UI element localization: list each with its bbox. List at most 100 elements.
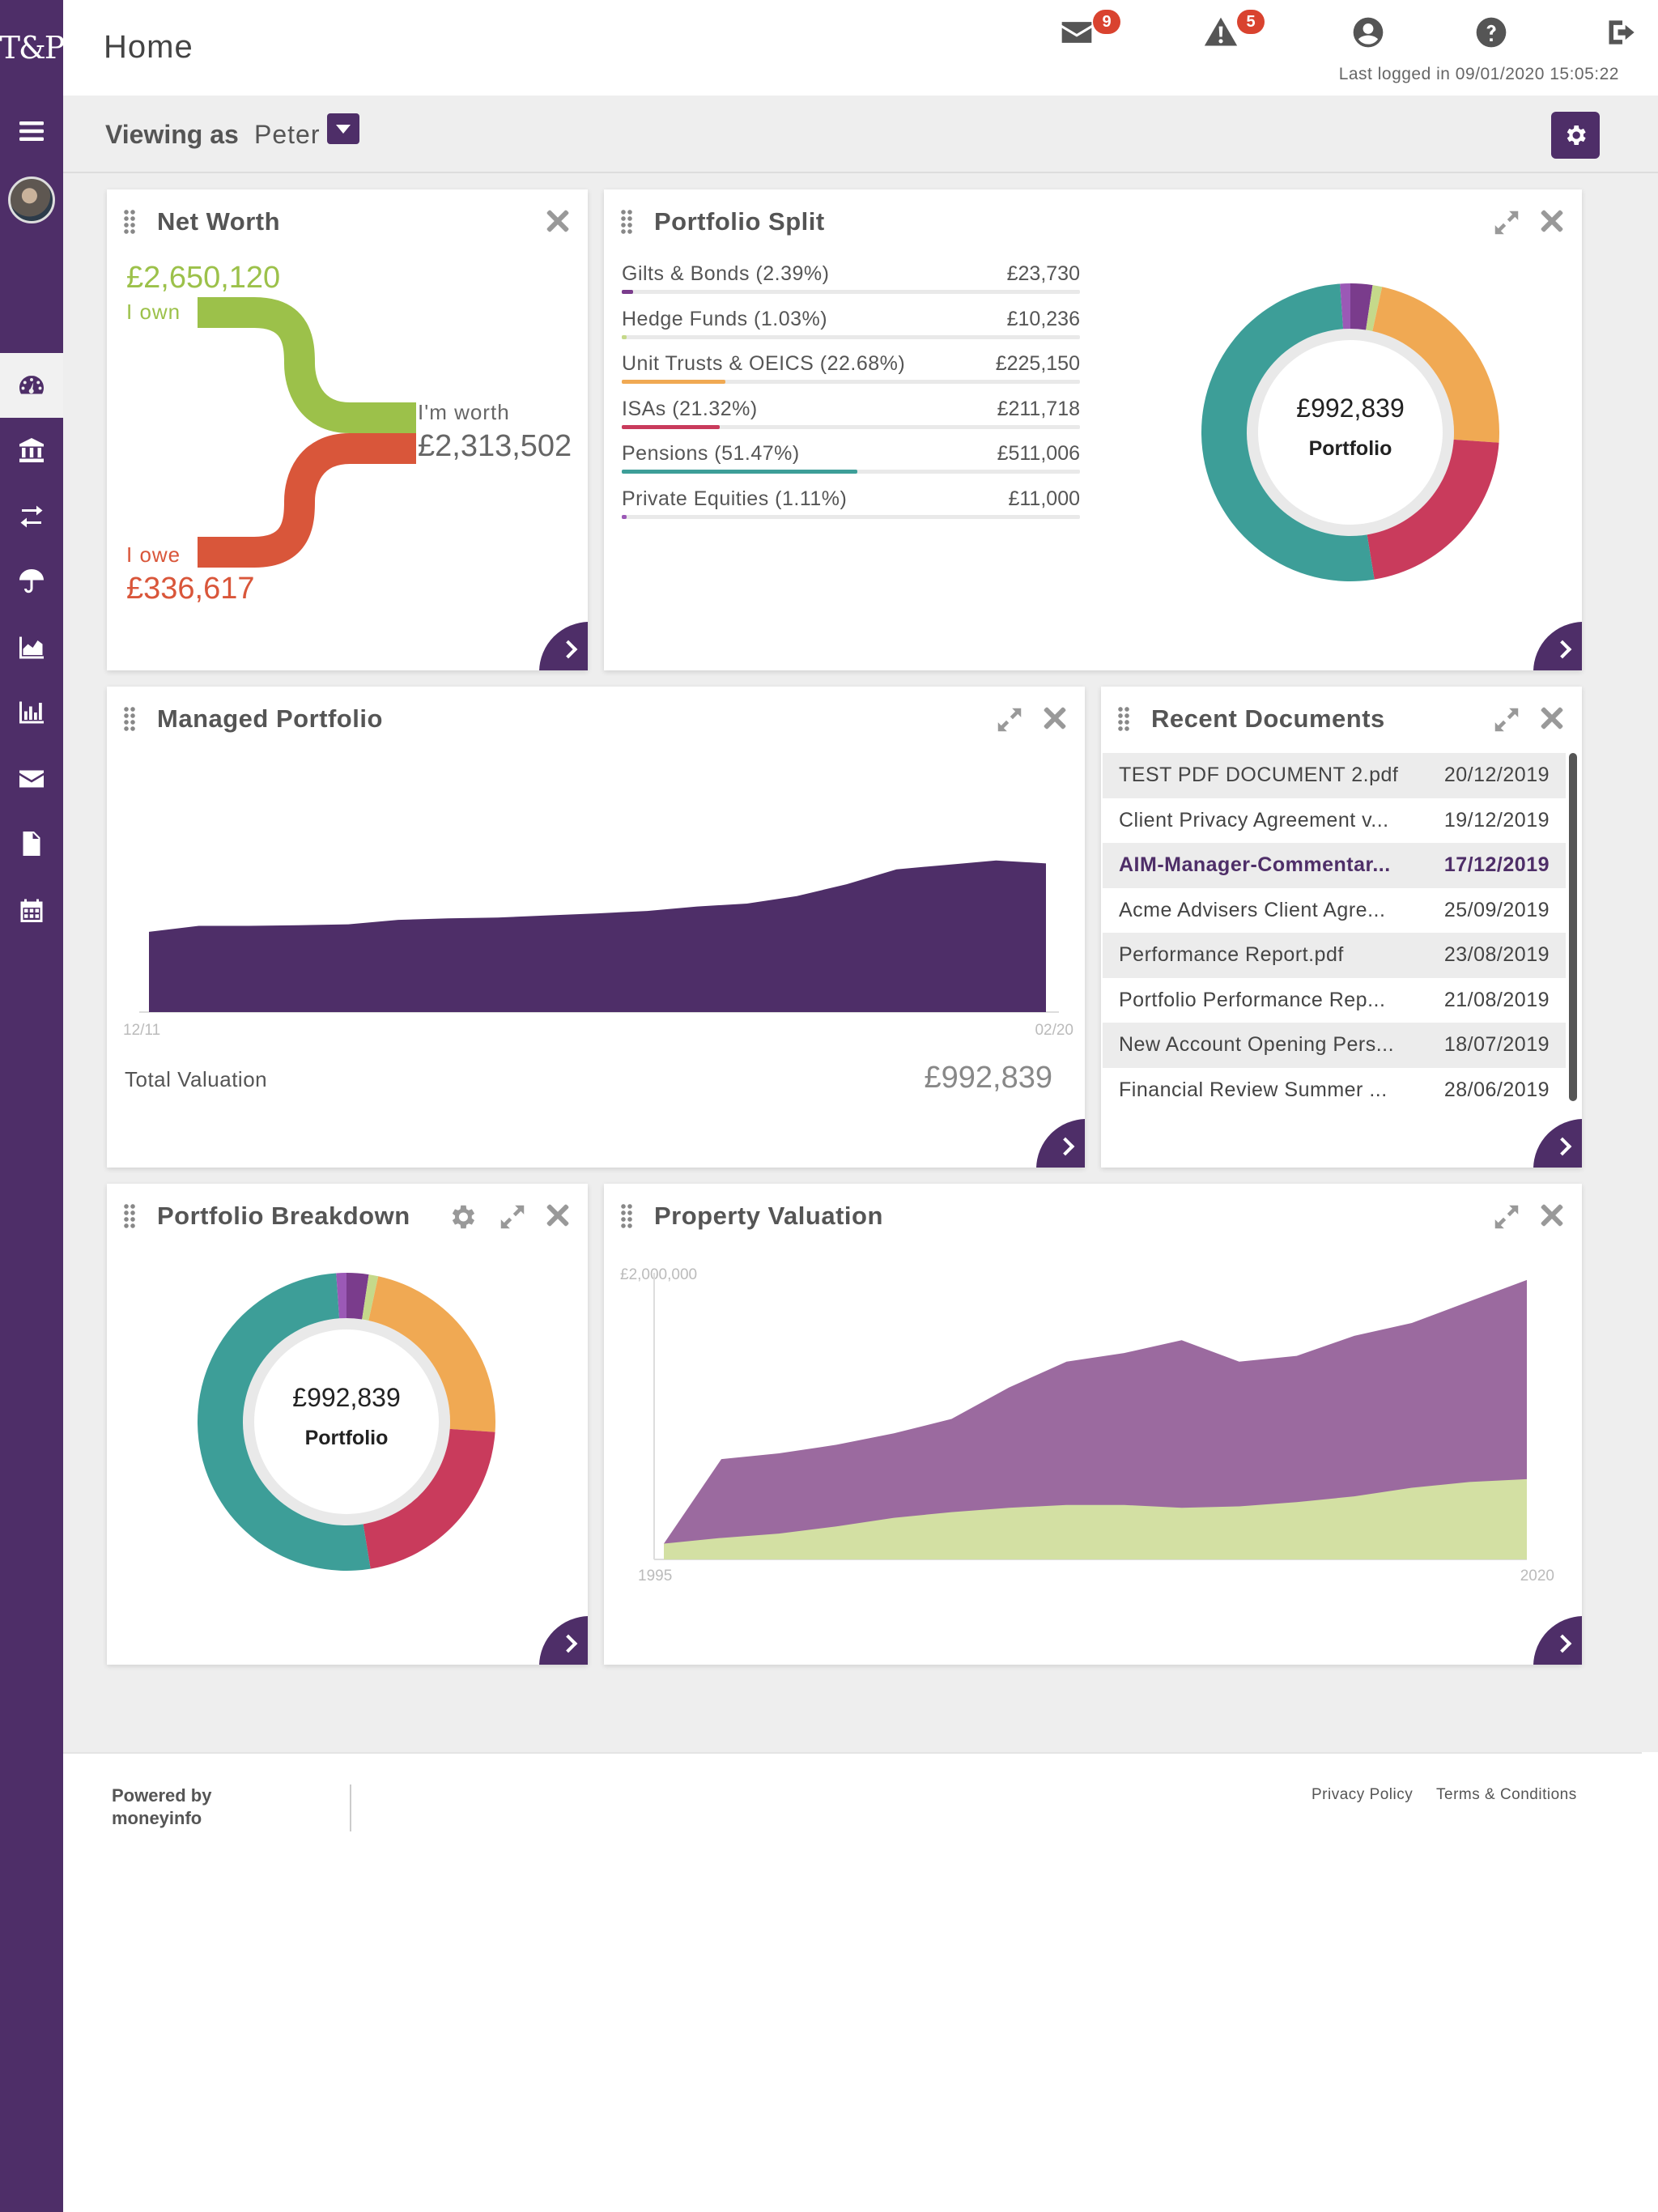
gear-icon[interactable]: [447, 1202, 478, 1232]
messages-button[interactable]: 9: [1059, 10, 1120, 53]
donut-slice[interactable]: [336, 1273, 346, 1319]
split-label: Hedge Funds (1.03%): [622, 307, 828, 330]
document-row[interactable]: New Account Opening Pers... 18/07/2019: [1103, 1023, 1566, 1068]
donut-slice[interactable]: [1201, 283, 1375, 581]
portfolio-split-open-button[interactable]: [1533, 622, 1582, 670]
portfolio-split-row[interactable]: Unit Trusts & OEICS (22.68%) £225,150: [622, 347, 1080, 393]
split-bar-fill: [622, 334, 627, 339]
transfer-icon[interactable]: [0, 492, 63, 541]
document-row[interactable]: TEST PDF DOCUMENT 2.pdf 20/12/2019: [1103, 753, 1566, 798]
drag-handle-icon[interactable]: [620, 1203, 633, 1229]
expand-icon[interactable]: [1491, 704, 1522, 735]
powered-by: Powered by moneyinfo: [112, 1784, 211, 1830]
expand-icon[interactable]: [994, 704, 1025, 735]
drag-handle-icon[interactable]: [123, 706, 136, 732]
expand-icon[interactable]: [1491, 1202, 1522, 1232]
donut-slice[interactable]: [363, 1428, 495, 1569]
split-value: £10,236: [1006, 307, 1080, 330]
donut-slice[interactable]: [346, 1273, 369, 1320]
document-row[interactable]: AIM-Manager-Commentar... 17/12/2019: [1103, 843, 1566, 888]
managed-portfolio-open-button[interactable]: [1036, 1119, 1085, 1168]
owe-label: I owe: [126, 542, 181, 567]
donut-slice[interactable]: [1367, 439, 1499, 580]
donut-slice[interactable]: [368, 1276, 495, 1432]
alerts-button[interactable]: 5: [1203, 10, 1265, 53]
alerts-badge: 5: [1237, 10, 1265, 34]
calendar-icon[interactable]: [0, 886, 63, 934]
donut-slice[interactable]: [1366, 285, 1383, 331]
document-row[interactable]: Performance Report.pdf 23/08/2019: [1103, 933, 1566, 978]
portfolio-split-card: Portfolio Split Gilts & Bonds (2.39%) £23…: [604, 189, 1582, 670]
donut-slice[interactable]: [1340, 283, 1350, 330]
close-icon[interactable]: [1540, 706, 1564, 730]
terms-link[interactable]: Terms & Conditions: [1436, 1786, 1577, 1803]
menu-icon[interactable]: [0, 107, 63, 155]
viewing-label: Viewing as: [105, 120, 239, 149]
dashboard-icon[interactable]: [0, 353, 63, 418]
owe-flow: [198, 433, 416, 568]
drag-handle-icon[interactable]: [1117, 706, 1130, 732]
user-icon[interactable]: [1350, 15, 1389, 53]
gear-icon: [1567, 125, 1586, 145]
document-row[interactable]: Portfolio Performance Rep... 21/08/2019: [1103, 978, 1566, 1023]
portfolio-split-row[interactable]: Gilts & Bonds (2.39%) £23,730: [622, 257, 1080, 303]
split-value: £511,006: [997, 442, 1080, 465]
portfolio-split-row[interactable]: Private Equities (1.11%) £11,000: [622, 483, 1080, 528]
umbrella-icon[interactable]: [0, 557, 63, 606]
dashboard-settings-button[interactable]: [1551, 112, 1600, 159]
portfolio-split-row[interactable]: Hedge Funds (1.03%) £10,236: [622, 303, 1080, 348]
portfolio-breakdown-card: Portfolio Breakdown £992,839 Portfolio: [107, 1184, 588, 1665]
drag-handle-icon[interactable]: [620, 209, 633, 235]
portfolio-split-row[interactable]: Pensions (51.47%) £511,006: [622, 437, 1080, 483]
brand-logo[interactable]: T&P: [0, 0, 65, 96]
viewing-dropdown-button[interactable]: [327, 113, 359, 144]
split-bar-fill: [622, 380, 726, 384]
document-row[interactable]: Acme Advisers Client Agre... 25/09/2019: [1103, 888, 1566, 934]
drag-handle-icon[interactable]: [123, 209, 136, 235]
document-row[interactable]: Client Privacy Agreement v... 19/12/2019: [1103, 798, 1566, 844]
close-icon[interactable]: [1540, 209, 1564, 233]
portfolio-split-row[interactable]: ISAs (21.32%) £211,718: [622, 393, 1080, 438]
donut-slice[interactable]: [362, 1274, 379, 1321]
split-bar-track: [622, 514, 1080, 519]
net-worth-flow-diagram: [198, 297, 416, 568]
card-title: Property Valuation: [654, 1202, 883, 1230]
privacy-policy-link[interactable]: Privacy Policy: [1312, 1786, 1414, 1803]
bank-icon[interactable]: [0, 426, 63, 474]
document-name: Acme Advisers Client Agre...: [1119, 898, 1386, 921]
mail-icon[interactable]: [0, 755, 63, 803]
powered-by-text: Powered by: [112, 1785, 212, 1806]
expand-icon[interactable]: [1491, 207, 1522, 238]
split-bar-fill: [622, 470, 858, 474]
recent-documents-open-button[interactable]: [1533, 1119, 1582, 1168]
area-chart-icon[interactable]: [0, 623, 63, 672]
document-date: 19/12/2019: [1443, 808, 1550, 832]
donut-slice[interactable]: [1372, 287, 1499, 443]
expand-icon[interactable]: [497, 1202, 528, 1232]
logout-icon[interactable]: [1605, 15, 1643, 53]
donut-slice[interactable]: [197, 1273, 371, 1571]
card-title: Recent Documents: [1151, 704, 1385, 733]
recent-documents-card: Recent Documents TEST PDF DOCUMENT 2.pdf…: [1101, 687, 1582, 1168]
document-name: TEST PDF DOCUMENT 2.pdf: [1119, 764, 1399, 787]
footer-vertical-divider: [350, 1784, 351, 1831]
avatar[interactable]: [8, 177, 55, 223]
help-icon[interactable]: [1473, 15, 1512, 53]
close-icon[interactable]: [546, 1203, 570, 1227]
document-date: 20/12/2019: [1443, 764, 1550, 787]
donut-slice[interactable]: [1350, 283, 1373, 330]
donut-center-value: £992,839: [292, 1383, 401, 1412]
drag-handle-icon[interactable]: [123, 1203, 136, 1229]
portfolio-split-donut-chart: [1201, 283, 1499, 581]
messages-badge: 9: [1093, 10, 1120, 34]
portfolio-breakdown-open-button[interactable]: [539, 1616, 588, 1665]
property-valuation-open-button[interactable]: [1533, 1616, 1582, 1665]
net-worth-card: Net Worth £2,650,120 I own I'm worth £2,…: [107, 189, 588, 670]
card-title: Portfolio Split: [654, 207, 825, 236]
document-icon[interactable]: [0, 819, 63, 868]
own-flow: [198, 297, 416, 433]
scrollbar[interactable]: [1569, 753, 1577, 1101]
bar-chart-icon[interactable]: [0, 688, 63, 737]
split-label: Pensions (51.47%): [622, 442, 800, 465]
document-row[interactable]: Financial Review Summer ... 28/06/2019: [1103, 1068, 1566, 1113]
